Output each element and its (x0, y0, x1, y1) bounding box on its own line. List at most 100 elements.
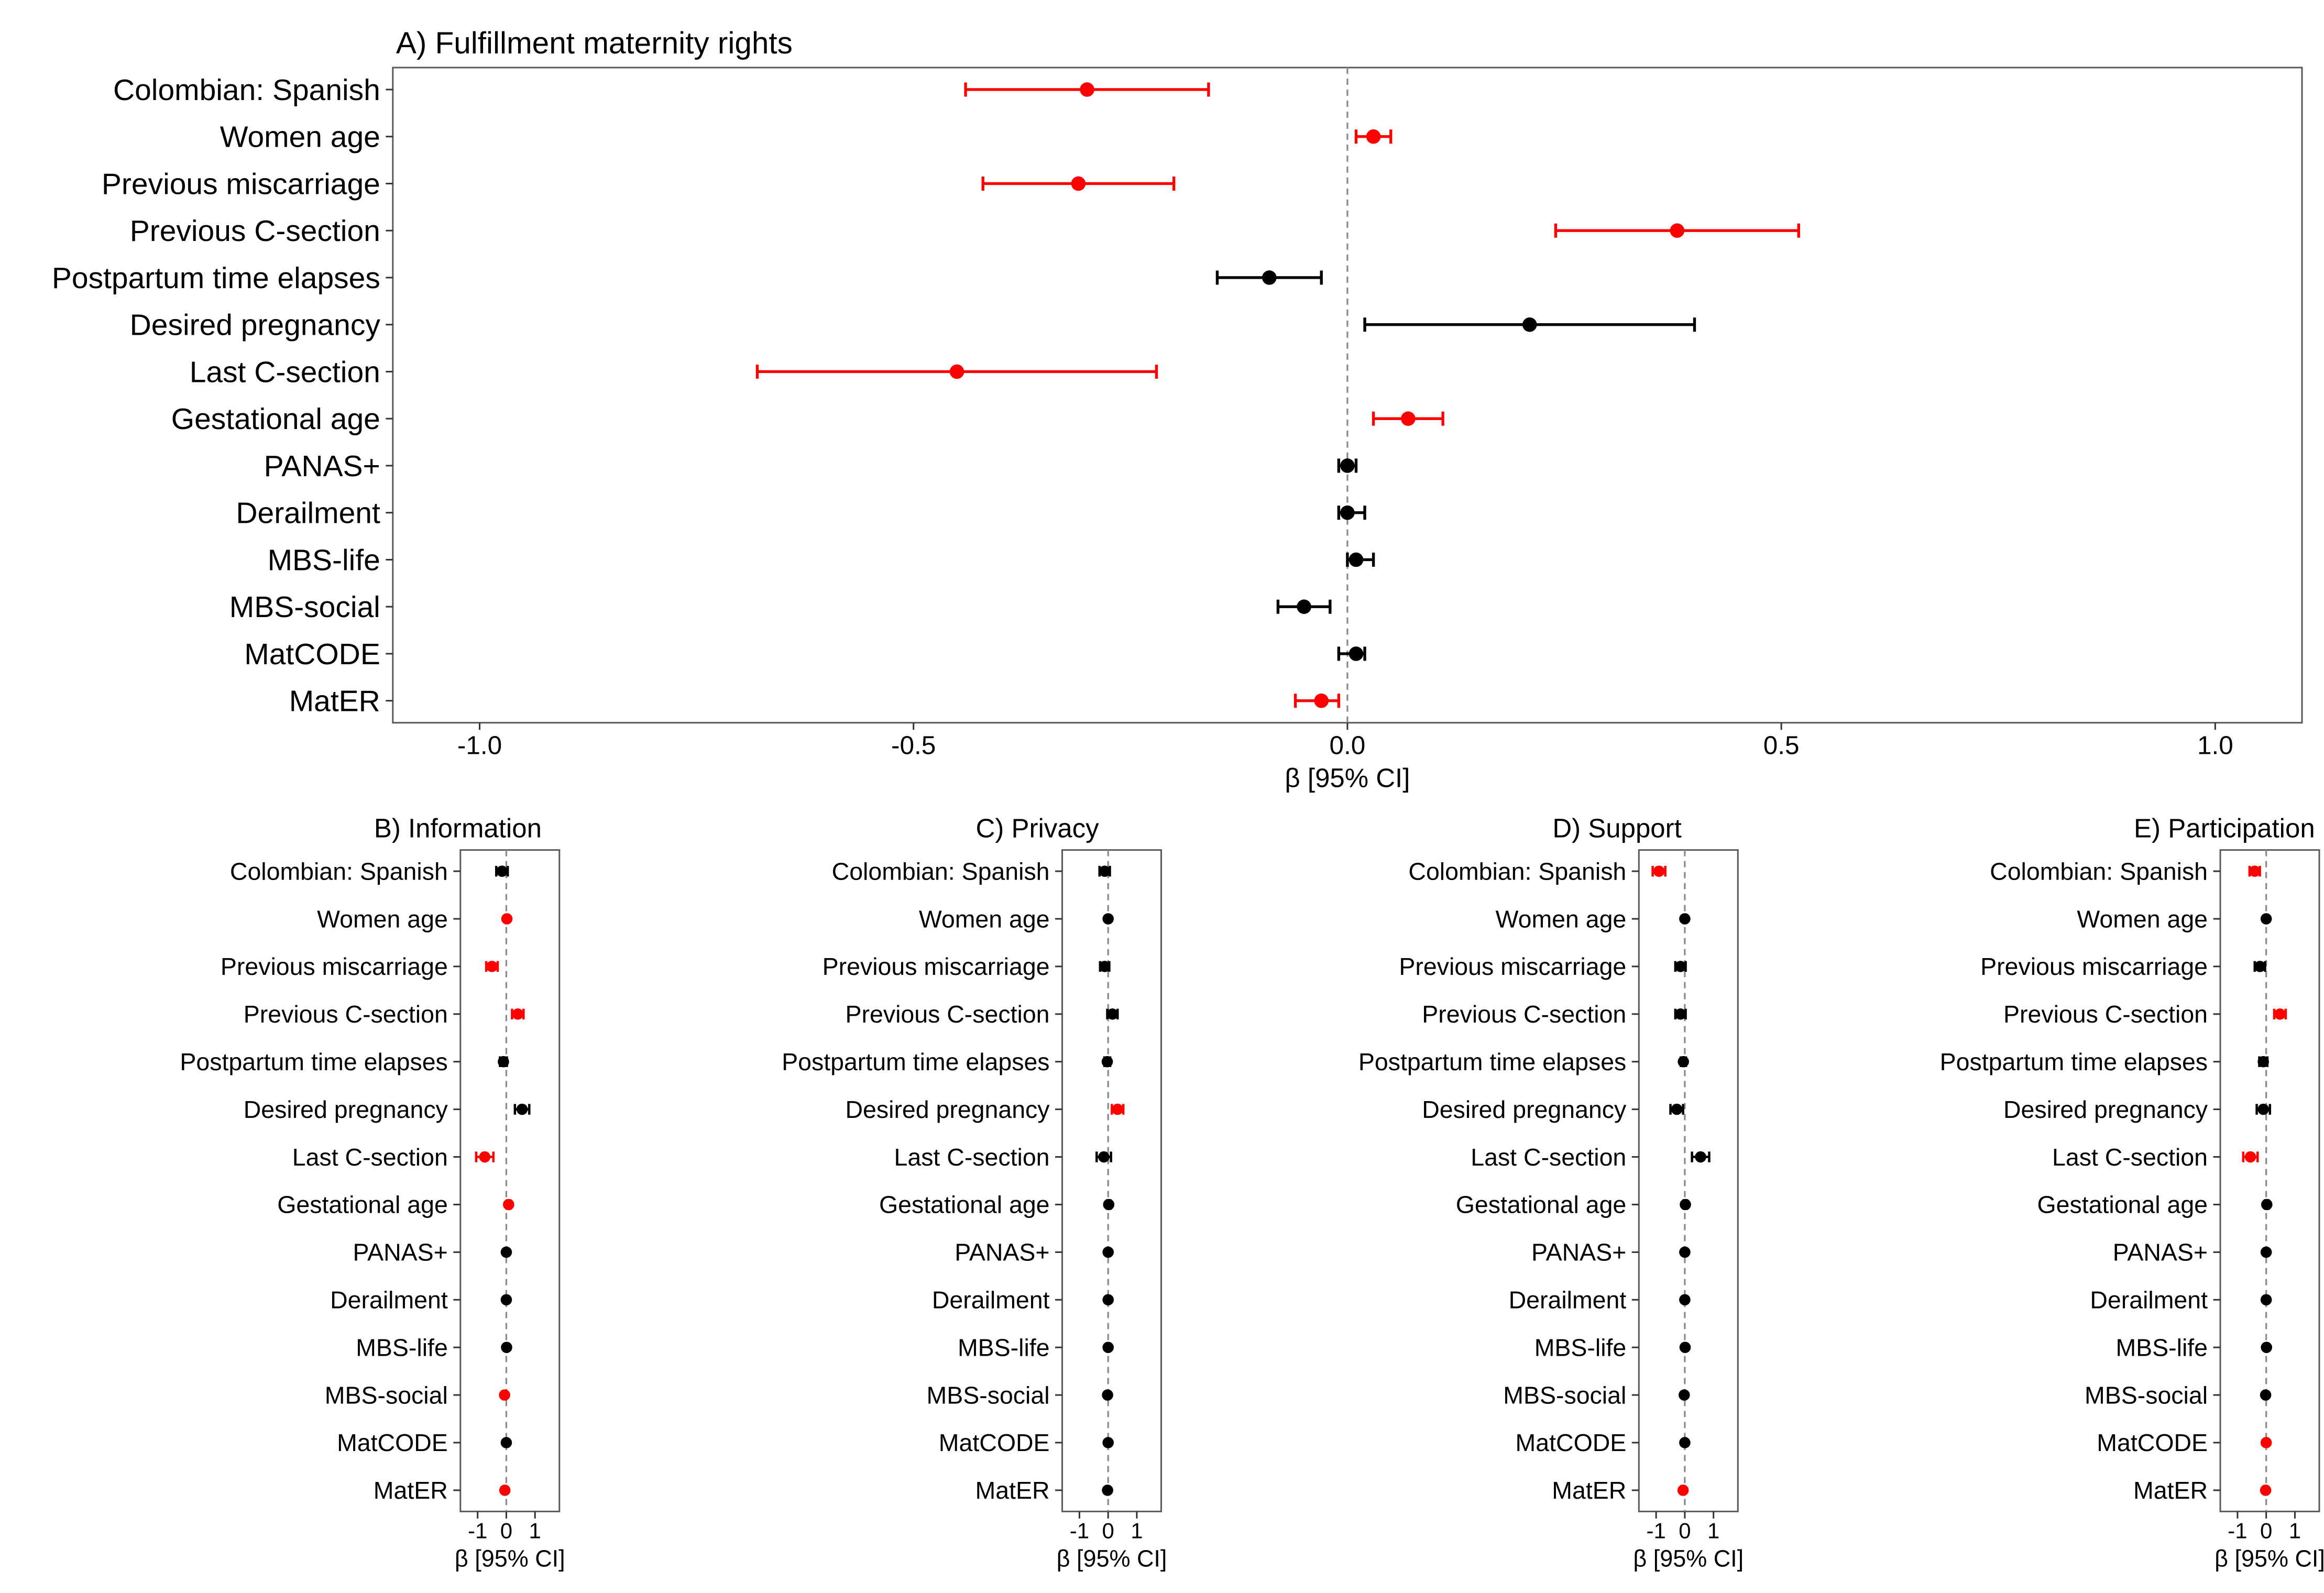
y-axis-label: MBS-social (325, 1381, 448, 1409)
panel-e-title: E) Participation (2134, 814, 2315, 843)
beta-point (1349, 646, 1364, 661)
y-axis-label: PANAS+ (955, 1239, 1049, 1266)
y-axis-label: PANAS+ (1531, 1239, 1626, 1266)
x-axis-title: β [95% CI] (2215, 1545, 2324, 1572)
beta-point (500, 1294, 512, 1306)
y-axis-label: Gestational age (277, 1191, 448, 1218)
panel-a-title: A) Fulfillment maternity rights (396, 26, 793, 60)
y-axis-label: Gestational age (1456, 1191, 1627, 1218)
beta-point (2260, 1389, 2272, 1401)
beta-point (2261, 1199, 2273, 1211)
beta-point (1103, 1199, 1115, 1211)
y-axis-label: Gestational age (2037, 1191, 2208, 1218)
x-axis-title: β [95% CI] (1633, 1545, 1744, 1572)
beta-point (2260, 1437, 2272, 1448)
beta-point (1297, 599, 1311, 614)
x-tick-label: -1 (468, 1518, 487, 1543)
beta-point (1366, 129, 1381, 144)
y-axis-label: Postpartum time elapses (782, 1048, 1049, 1075)
beta-point (1106, 1008, 1119, 1020)
y-axis-label: PANAS+ (264, 449, 380, 483)
panel-c: C) Privacy -1 0 1β [95% CI] Colombian: Spani… (782, 814, 1167, 1572)
y-axis-label: MBS-life (268, 543, 380, 577)
y-axis-label: Previous miscarriage (1399, 953, 1626, 980)
y-axis-label: MBS-social (2085, 1381, 2208, 1409)
y-axis-label: MatER (2133, 1477, 2208, 1504)
beta-point (1677, 1485, 1689, 1496)
beta-point (1102, 1437, 1114, 1448)
x-tick-label: 1 (1707, 1518, 1719, 1543)
beta-point (2260, 1294, 2272, 1306)
y-axis-label: Derailment (1509, 1287, 1627, 1314)
beta-point (1674, 1008, 1686, 1020)
x-tick-label: -1.0 (457, 731, 502, 760)
beta-point (1112, 1103, 1124, 1115)
beta-point (2260, 913, 2272, 925)
beta-point (1679, 1246, 1691, 1258)
beta-point (501, 1342, 512, 1353)
y-axis-label: MatER (374, 1477, 448, 1504)
x-tick-label: 0 (500, 1518, 512, 1543)
beta-point (1102, 1246, 1114, 1258)
x-tick-label: 1.0 (2197, 731, 2233, 760)
x-tick-label: 1 (1131, 1518, 1143, 1543)
x-tick-label: -1 (2228, 1518, 2247, 1543)
y-axis-label: Previous miscarriage (823, 953, 1050, 980)
beta-point (500, 1246, 512, 1258)
beta-point (516, 1103, 528, 1115)
beta-point (1071, 176, 1086, 191)
beta-point (2260, 1485, 2272, 1496)
beta-point (496, 865, 508, 877)
x-tick-label: 0 (2260, 1518, 2272, 1543)
y-axis-label: Postpartum time elapses (180, 1048, 447, 1075)
y-axis-label: Gestational age (879, 1191, 1050, 1218)
beta-point (2260, 1246, 2272, 1258)
x-axis-title: β [95% CI] (1285, 763, 1410, 793)
x-tick-label: 0.5 (1763, 731, 1800, 760)
y-axis-label: Previous miscarriage (1980, 953, 2208, 980)
beta-point (2254, 961, 2266, 972)
beta-point (1678, 1056, 1689, 1068)
y-axis-label: Previous C-section (2003, 1001, 2208, 1028)
y-axis-label: MatER (1552, 1477, 1626, 1504)
beta-point (1401, 411, 1416, 426)
beta-point (2257, 1056, 2269, 1068)
y-axis-label: MBS-life (356, 1334, 448, 1361)
panel-c-title: C) Privacy (976, 814, 1100, 843)
y-axis-label: Colombian: Spanish (230, 858, 448, 885)
y-axis-label: PANAS+ (2113, 1239, 2208, 1266)
y-axis-label: Last C-section (2052, 1144, 2208, 1171)
beta-point (512, 1008, 524, 1020)
y-axis-label: MatCODE (2097, 1429, 2208, 1456)
y-axis-label: Derailment (236, 497, 380, 530)
beta-point (2257, 1103, 2269, 1115)
y-axis-label: Derailment (330, 1287, 448, 1314)
y-axis-label: Last C-section (292, 1144, 448, 1171)
panel-a: A) Fulfillment maternity rights -1.0 -0.5 0… (52, 26, 2303, 793)
y-axis-label: Colombian: Spanish (1990, 858, 2208, 885)
beta-point (1340, 505, 1355, 520)
beta-point (498, 1056, 509, 1068)
x-tick-label: 1 (529, 1518, 541, 1543)
beta-point (499, 1389, 510, 1401)
y-axis-label: Colombian: Spanish (832, 858, 1050, 885)
beta-point (1671, 1103, 1683, 1115)
beta-point (1101, 1056, 1113, 1068)
beta-point (949, 364, 964, 379)
y-axis-label: Women age (919, 905, 1050, 932)
x-tick-label: 0 (1102, 1518, 1114, 1543)
beta-point (1349, 552, 1364, 567)
beta-point (1102, 1389, 1113, 1401)
x-tick-label: 0 (1679, 1518, 1691, 1543)
beta-point (500, 1437, 512, 1448)
beta-point (1098, 1151, 1110, 1163)
y-axis-label: Women age (2077, 905, 2208, 932)
beta-point (1102, 1485, 1113, 1496)
y-axis-label: MBS-life (958, 1334, 1050, 1361)
beta-point (1340, 458, 1355, 473)
beta-point (1080, 82, 1094, 97)
y-axis-label: Desired pregnancy (2003, 1096, 2208, 1123)
beta-point (1679, 1389, 1690, 1401)
y-axis-label: MatCODE (939, 1429, 1050, 1456)
